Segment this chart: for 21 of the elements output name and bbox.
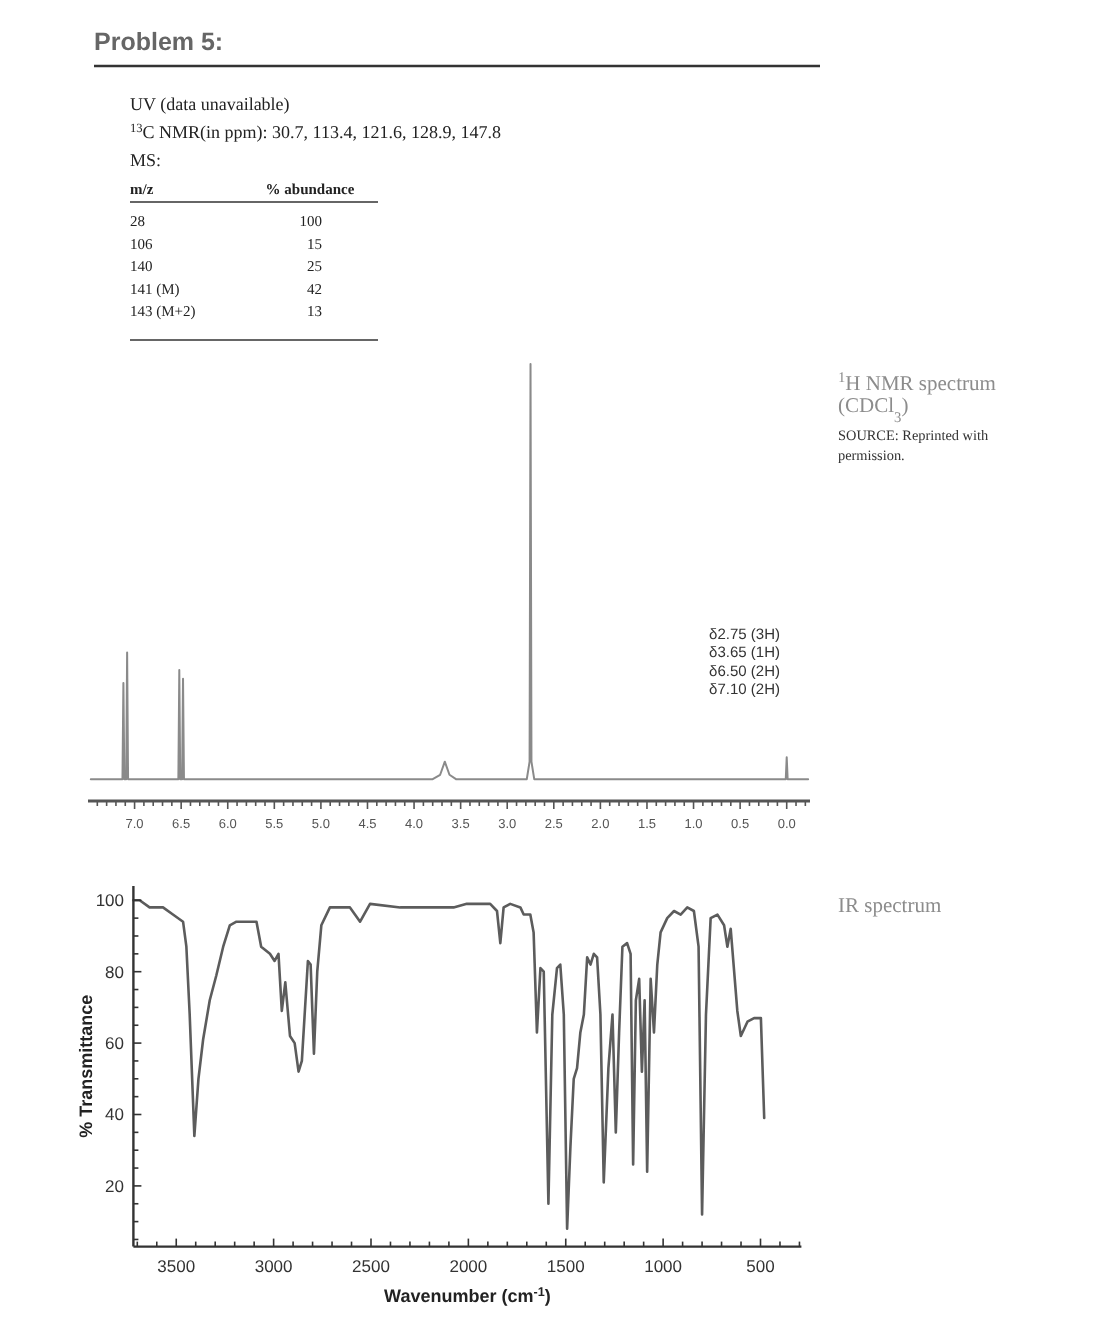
text: $^{13}$C NMR(in ppm): 30.7, 113.4, 121.6, 128.9, 147.8	[130, 121, 502, 142]
x-tick-label: 1000	[644, 1256, 683, 1276]
y-tick-label: 100	[95, 890, 125, 911]
x-tick-label: 3500	[157, 1256, 196, 1276]
y-tick-label: 80	[105, 961, 125, 982]
x-tick-label: 1500	[546, 1256, 586, 1276]
x-tick-label: 2000	[449, 1256, 488, 1276]
text: MS:	[130, 150, 162, 170]
x-tick-label: 3000	[254, 1256, 294, 1276]
x-tick-label: 500	[746, 1256, 776, 1276]
text: UV (data unavailable)	[130, 94, 290, 114]
y-tick-label: 20	[105, 1175, 125, 1196]
line-series	[132, 898, 766, 1231]
y-tick-label: 40	[105, 1104, 125, 1125]
y-tick-label: 60	[105, 1033, 125, 1054]
text: $^{1}$H NMR spectrum (CDCl$_{3}$)	[838, 367, 996, 425]
text: IR spectrum	[838, 896, 942, 918]
y-axis-title: % Transmittance	[76, 994, 96, 1138]
x-tick-label: 2500	[352, 1256, 391, 1276]
x-axis-title: Wavenumber (cm$^{-1}$)	[384, 1285, 551, 1306]
text: Problem 5:	[94, 28, 224, 56]
